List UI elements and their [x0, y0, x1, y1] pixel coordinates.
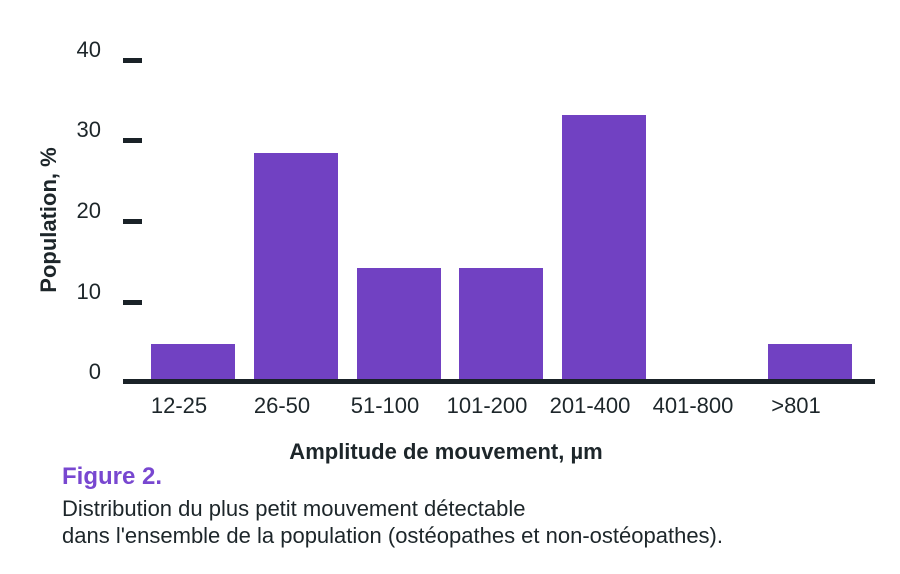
figure-caption: Distribution du plus petit mouvement dét…	[62, 495, 723, 549]
x-tick-label: >801	[771, 393, 821, 418]
x-tick-label: 51-100	[350, 393, 420, 418]
bar->801	[768, 344, 852, 383]
y-tick-label: 10	[76, 279, 101, 304]
x-tick-label: 12-25	[150, 393, 208, 418]
y-tick-label: 20	[76, 198, 101, 223]
bar-12-25	[151, 344, 235, 383]
figure-label: Figure 2.	[62, 463, 163, 490]
x-tick-label: 201-400	[549, 393, 631, 418]
y-tick-mark	[123, 58, 142, 63]
bar-26-50	[254, 153, 338, 383]
y-tick-label: 0	[88, 359, 101, 384]
bar-51-100	[357, 268, 441, 383]
x-tick-label: 26-50	[253, 393, 311, 418]
caption-line-2: dans l'ensemble de la population (ostéop…	[62, 523, 723, 548]
x-axis-line	[123, 379, 875, 384]
y-tick-label: 40	[76, 37, 101, 62]
x-axis-title: Amplitude de mouvement, µm	[289, 439, 603, 464]
caption-line-1: Distribution du plus petit mouvement dét…	[62, 496, 526, 521]
bar-101-200	[459, 268, 543, 383]
bar-201-400	[562, 115, 646, 383]
x-tick-label: 401-800	[652, 393, 734, 418]
y-tick-mark	[123, 219, 142, 224]
y-tick-label: 30	[76, 117, 101, 142]
y-tick-mark	[123, 138, 142, 143]
x-tick-label: 101-200	[446, 393, 528, 418]
y-tick-mark	[123, 300, 142, 305]
